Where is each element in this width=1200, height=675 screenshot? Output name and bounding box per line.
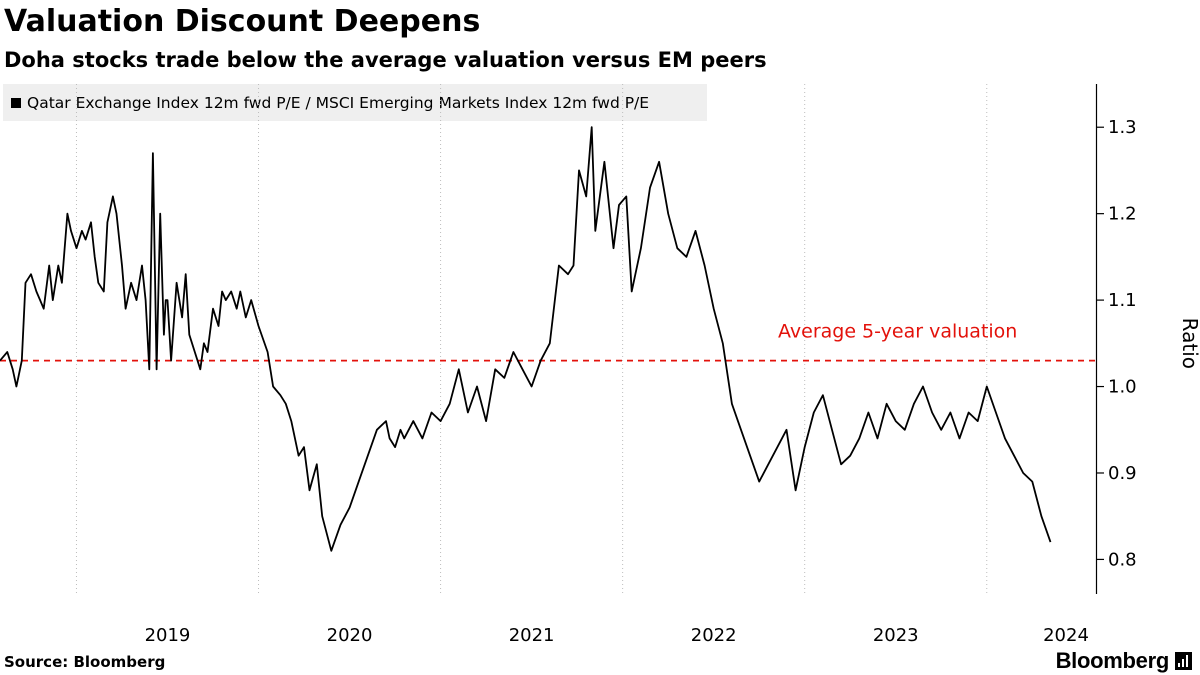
y-tick-label: 0.8 <box>1108 549 1137 570</box>
chart-title: Valuation Discount Deepens <box>4 4 481 39</box>
y-tick-label: 1.1 <box>1108 290 1137 311</box>
y-axis-label: Ratio <box>1178 318 1200 369</box>
y-tick-label: 0.9 <box>1108 463 1137 484</box>
x-tick-label: 2023 <box>873 625 919 646</box>
x-tick-label: 2019 <box>145 625 191 646</box>
y-axis: 0.8 0.9 1.0 1.1 1.2 1.3 Ratio <box>1095 84 1200 594</box>
brand-logo: Bloomberg <box>1056 648 1192 674</box>
y-tick-label: 1.0 <box>1108 377 1137 398</box>
x-tick-label: 2022 <box>691 625 737 646</box>
source-note: Source: Bloomberg <box>4 653 166 671</box>
bloomberg-logo-icon <box>1175 652 1192 670</box>
series-group <box>0 126 1052 552</box>
y-tick-label: 1.3 <box>1108 117 1137 138</box>
legend-label: Qatar Exchange Index 12m fwd P/E / MSCI … <box>27 93 650 112</box>
brand-name: Bloomberg <box>1055 648 1170 673</box>
x-tick-label: 2024 <box>1043 625 1089 646</box>
x-tick-label: 2021 <box>509 625 555 646</box>
reference-label: Average 5-year valuation <box>778 321 1017 343</box>
reference-group: Average 5-year valuation <box>0 321 1096 362</box>
x-axis: 2019 2020 2021 2022 2023 2024 <box>145 625 1089 646</box>
grid <box>75 84 988 594</box>
x-tick-label: 2020 <box>327 625 373 646</box>
y-tick-label: 1.2 <box>1108 204 1137 225</box>
legend: Qatar Exchange Index 12m fwd P/E / MSCI … <box>3 84 707 121</box>
series-line <box>0 126 1052 552</box>
chart-subtitle: Doha stocks trade below the average valu… <box>4 48 767 72</box>
legend-swatch <box>11 97 21 108</box>
